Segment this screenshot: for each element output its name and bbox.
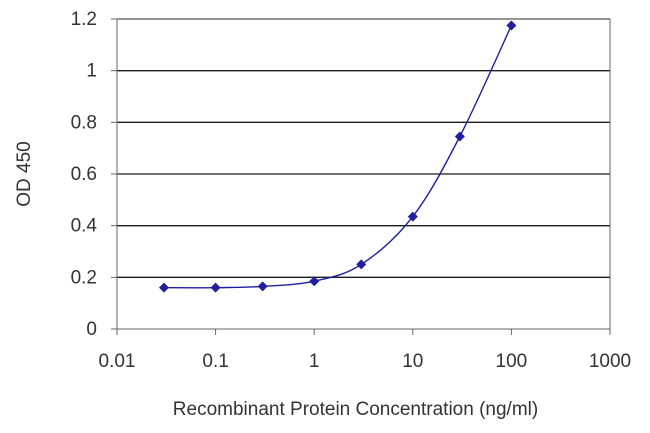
y-tick-label: 1.2 — [71, 9, 97, 30]
gridlines — [117, 18, 610, 278]
data-point — [454, 131, 465, 142]
x-axis: 0.01 0.1 1 10 100 1000 — [99, 329, 631, 372]
x-tick-label: 1 — [309, 351, 320, 372]
y-tick-label: 0.8 — [71, 112, 97, 133]
y-axis: 0 0.2 0.4 0.6 0.8 1 1.2 — [71, 9, 117, 340]
data-points — [159, 20, 517, 293]
y-tick-label: 0 — [86, 319, 97, 340]
fit-curve — [163, 25, 513, 289]
y-tick-label: 1 — [86, 61, 97, 82]
x-axis-label: Recombinant Protein Concentration (ng/ml… — [173, 399, 538, 420]
y-tick-label: 0.2 — [71, 267, 97, 288]
y-axis-label: OD 450 — [14, 141, 35, 206]
y-tick-label: 0.4 — [71, 216, 98, 237]
data-point — [257, 281, 268, 292]
data-point — [159, 282, 170, 293]
data-point — [356, 259, 367, 270]
x-tick-label: 100 — [496, 351, 528, 372]
y-tick-label: 0.6 — [71, 164, 97, 185]
x-tick-label: 1000 — [589, 351, 631, 372]
data-point — [210, 282, 221, 293]
x-tick-label: 10 — [402, 351, 423, 372]
x-tick-label: 0.1 — [202, 351, 228, 372]
data-point — [506, 20, 517, 31]
data-point — [309, 276, 320, 287]
x-tick-label: 0.01 — [99, 351, 136, 372]
data-point — [407, 211, 418, 222]
